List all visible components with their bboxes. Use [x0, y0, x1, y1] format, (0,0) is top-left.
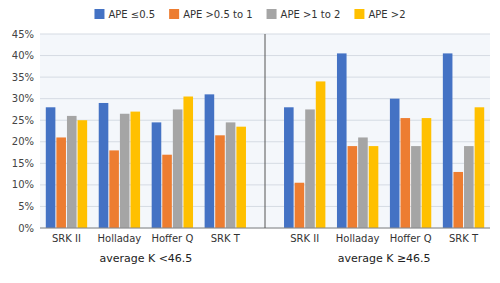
legend-item: APE >0.5 to 1: [169, 9, 252, 20]
bar: [390, 99, 400, 228]
bar: [295, 183, 305, 228]
bar: [401, 118, 411, 228]
bar: [411, 146, 421, 228]
legend-item: APE >2: [354, 9, 405, 20]
bar: [284, 107, 294, 228]
legend-label: APE ≤0.5: [108, 9, 155, 20]
legend-label: APE >1 to 2: [281, 9, 341, 20]
x-tick-label: SRK II: [52, 233, 81, 244]
plot-area: [40, 34, 490, 228]
legend-item: APE >1 to 2: [267, 9, 341, 20]
legend-swatch: [94, 9, 104, 19]
bar: [183, 97, 193, 228]
y-tick-label: 40%: [12, 50, 34, 61]
bar: [236, 127, 246, 228]
bar: [120, 114, 130, 228]
subgroup-label: average K <46.5: [99, 252, 192, 265]
bar: [369, 146, 379, 228]
bar: [131, 112, 141, 228]
x-tick-label: Hoffer Q: [390, 233, 432, 244]
legend-swatch: [354, 9, 364, 19]
bar: [205, 94, 215, 228]
bar: [152, 122, 162, 228]
legend-label: APE >0.5 to 1: [183, 9, 252, 20]
bar: [67, 116, 77, 228]
x-tick-label: SRK II: [290, 233, 319, 244]
y-tick-label: 35%: [12, 72, 34, 83]
bar: [46, 107, 56, 228]
bar: [173, 109, 183, 228]
x-tick-label: SRK T: [211, 233, 241, 244]
bar: [475, 107, 485, 228]
x-tick-label: Holladay: [98, 233, 142, 244]
bar: [464, 146, 474, 228]
bar: [215, 135, 225, 228]
y-tick-label: 10%: [12, 179, 34, 190]
bar: [305, 109, 315, 228]
legend-swatch: [169, 9, 179, 19]
legend-label: APE >2: [368, 9, 405, 20]
legend-item: APE ≤0.5: [94, 9, 155, 20]
bar: [337, 53, 347, 228]
y-tick-label: 25%: [12, 115, 34, 126]
y-tick-label: 0%: [18, 223, 34, 234]
x-tick-label: SRK T: [449, 233, 479, 244]
bar: [316, 81, 326, 228]
y-tick-label: 30%: [12, 93, 34, 104]
bar: [78, 120, 88, 228]
y-tick-label: 5%: [18, 201, 34, 212]
legend: APE ≤0.5 APE >0.5 to 1 APE >1 to 2 APE >2: [94, 9, 405, 20]
legend-swatch: [267, 9, 277, 19]
y-tick-label: 20%: [12, 136, 34, 147]
subgroup-label: average K ≥46.5: [338, 252, 431, 265]
bar: [109, 150, 119, 228]
bar: [162, 155, 172, 228]
bar: [226, 122, 236, 228]
bar: [443, 53, 453, 228]
bar: [422, 118, 432, 228]
bar: [453, 172, 463, 228]
subgroup-divider: [265, 34, 266, 228]
x-tick-label: Hoffer Q: [151, 233, 193, 244]
bar: [358, 137, 368, 228]
y-tick-label: 45%: [12, 29, 34, 40]
y-tick-label: 15%: [12, 158, 34, 169]
bar: [99, 103, 109, 228]
x-tick-label: Holladay: [336, 233, 380, 244]
bar: [348, 146, 358, 228]
bar: [56, 137, 66, 228]
